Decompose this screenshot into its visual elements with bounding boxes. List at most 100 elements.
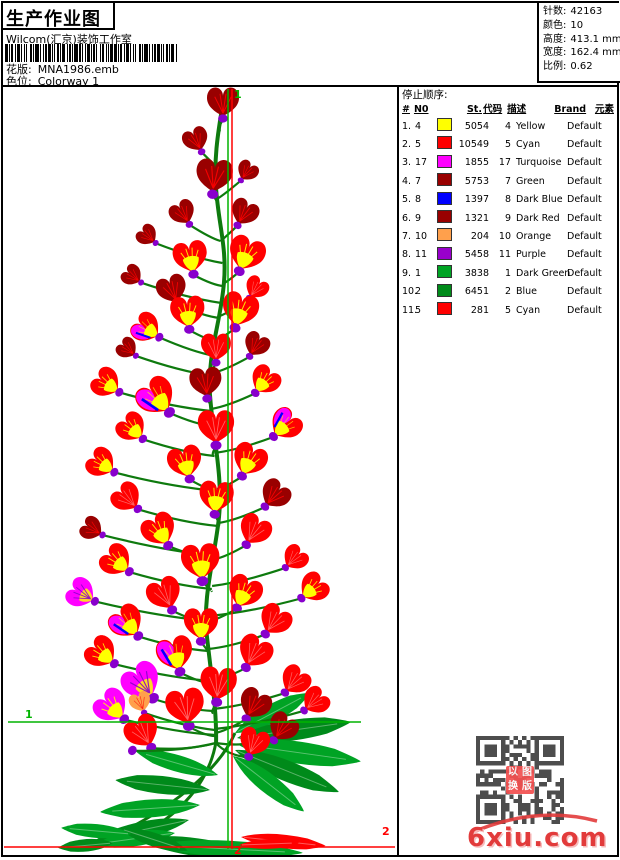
color-desc: Turquoise (516, 157, 562, 169)
stop-number: 7. (402, 230, 412, 242)
leaf (100, 799, 200, 818)
needle-number: 5 (415, 304, 422, 316)
barcode-bar (164, 44, 166, 62)
thread-swatch (437, 283, 455, 301)
stitch-count: 281 (470, 304, 489, 316)
stitch-count: 5054 (464, 120, 489, 132)
barcode-bar (40, 44, 41, 62)
color-desc: Green (516, 175, 545, 187)
needle-number: 8 (415, 194, 422, 206)
flower (170, 295, 205, 334)
flower (135, 375, 175, 418)
flower (127, 745, 137, 756)
barcode-bar (20, 44, 21, 62)
stitch-count: 1321 (464, 212, 489, 224)
color-row-9: 9. 1 3838 1 Dark Green Default (402, 264, 617, 282)
branch-stem (214, 544, 247, 561)
branch-stem (210, 392, 256, 411)
needle-number: 4 (415, 120, 422, 132)
colorway-row: 色位: Colorway 1 (6, 73, 99, 89)
stop-number: 6. (402, 212, 412, 224)
title-box: 生产作业图 (3, 3, 115, 30)
flower (201, 333, 231, 367)
qr-matrix (476, 736, 564, 824)
barcode-bar (81, 44, 82, 62)
barcode-bar (74, 44, 78, 62)
flower (260, 602, 293, 639)
color-row-3: 3. 17 1855 17 Turquoise Default (402, 154, 617, 172)
color-row-6: 6. 9 1321 9 Dark Red Default (402, 209, 617, 227)
color-sequence-panel: 停止顺序: # N0 St. 代码 描述 Brand 元素 1. 4 5054 4 Yellow De… (397, 87, 617, 855)
stamp-char: 版 (522, 781, 532, 792)
color-code: 9 (504, 212, 511, 224)
barcode-bar (92, 44, 93, 62)
flower (128, 690, 150, 716)
stat-row-1: 颜色: 10 (543, 19, 620, 33)
stitch-count: 5753 (464, 175, 489, 187)
stop-number: 5. (402, 194, 412, 206)
pattern-filename: MNA1986.emb (37, 63, 119, 76)
barcode-bar (43, 44, 44, 62)
col-header-3: 代码 (483, 104, 503, 115)
barcode-bar (41, 44, 43, 62)
flower (234, 441, 269, 481)
stat-label: 颜色: (543, 19, 567, 31)
thread-swatch (437, 246, 455, 264)
flower (250, 364, 282, 398)
col-header-6: 元素 (594, 104, 614, 115)
flower (229, 573, 264, 613)
stop-number: 3. (402, 157, 412, 169)
barcode-bar (150, 44, 152, 62)
thread-brand: Default (567, 267, 602, 279)
stat-row-3: 宽度: 162.4 mm (543, 46, 620, 60)
barcode-bar (62, 44, 65, 62)
flower (297, 571, 330, 603)
barcode-bar (148, 44, 149, 62)
barcode-bar (86, 44, 87, 62)
colorway-label: 色位: (6, 75, 32, 88)
flower (65, 577, 99, 607)
barcode-bar (170, 44, 171, 62)
flower (107, 603, 144, 641)
barcode-bar (152, 44, 153, 62)
barcode-bar (13, 44, 15, 62)
barcode-bar (54, 44, 55, 62)
thread-swatch (437, 227, 455, 245)
barcode-bar (26, 44, 27, 62)
flower (189, 366, 222, 403)
branch-stem (211, 567, 286, 588)
col-header-5: Brand (554, 104, 587, 115)
color-desc: Dark Green (516, 267, 571, 279)
flower (167, 444, 201, 484)
flower (181, 543, 220, 587)
branch-stem (143, 711, 215, 732)
color-code: 4 (504, 120, 511, 132)
pattern-label: 花版: (6, 63, 32, 76)
flower (183, 608, 219, 646)
color-row-10: 10. 2 6451 2 Blue Default (402, 283, 617, 301)
barcode-bar (10, 44, 11, 62)
colorway-value: Colorway 1 (37, 75, 100, 88)
flower (181, 126, 208, 156)
thread-brand: Default (567, 230, 602, 242)
thread-brand: Default (567, 304, 602, 316)
barcode-bar (97, 44, 100, 62)
barcode-bar (166, 44, 168, 62)
stitch-count: 5458 (464, 249, 489, 261)
flower (98, 543, 134, 577)
barcode-bar (34, 44, 35, 62)
page-title: 生产作业图 (6, 9, 101, 30)
barcode-bar (100, 44, 101, 62)
flower (83, 635, 119, 669)
branch-stem (143, 438, 215, 458)
col-header-2: St. (466, 104, 482, 115)
barcode-bar (130, 44, 131, 62)
flower (269, 711, 300, 745)
barcode-bar (104, 44, 106, 62)
stop-number: 4. (402, 175, 412, 187)
color-desc: Yellow (516, 120, 546, 132)
stitch-count: 6451 (464, 286, 489, 298)
flower (196, 158, 233, 199)
